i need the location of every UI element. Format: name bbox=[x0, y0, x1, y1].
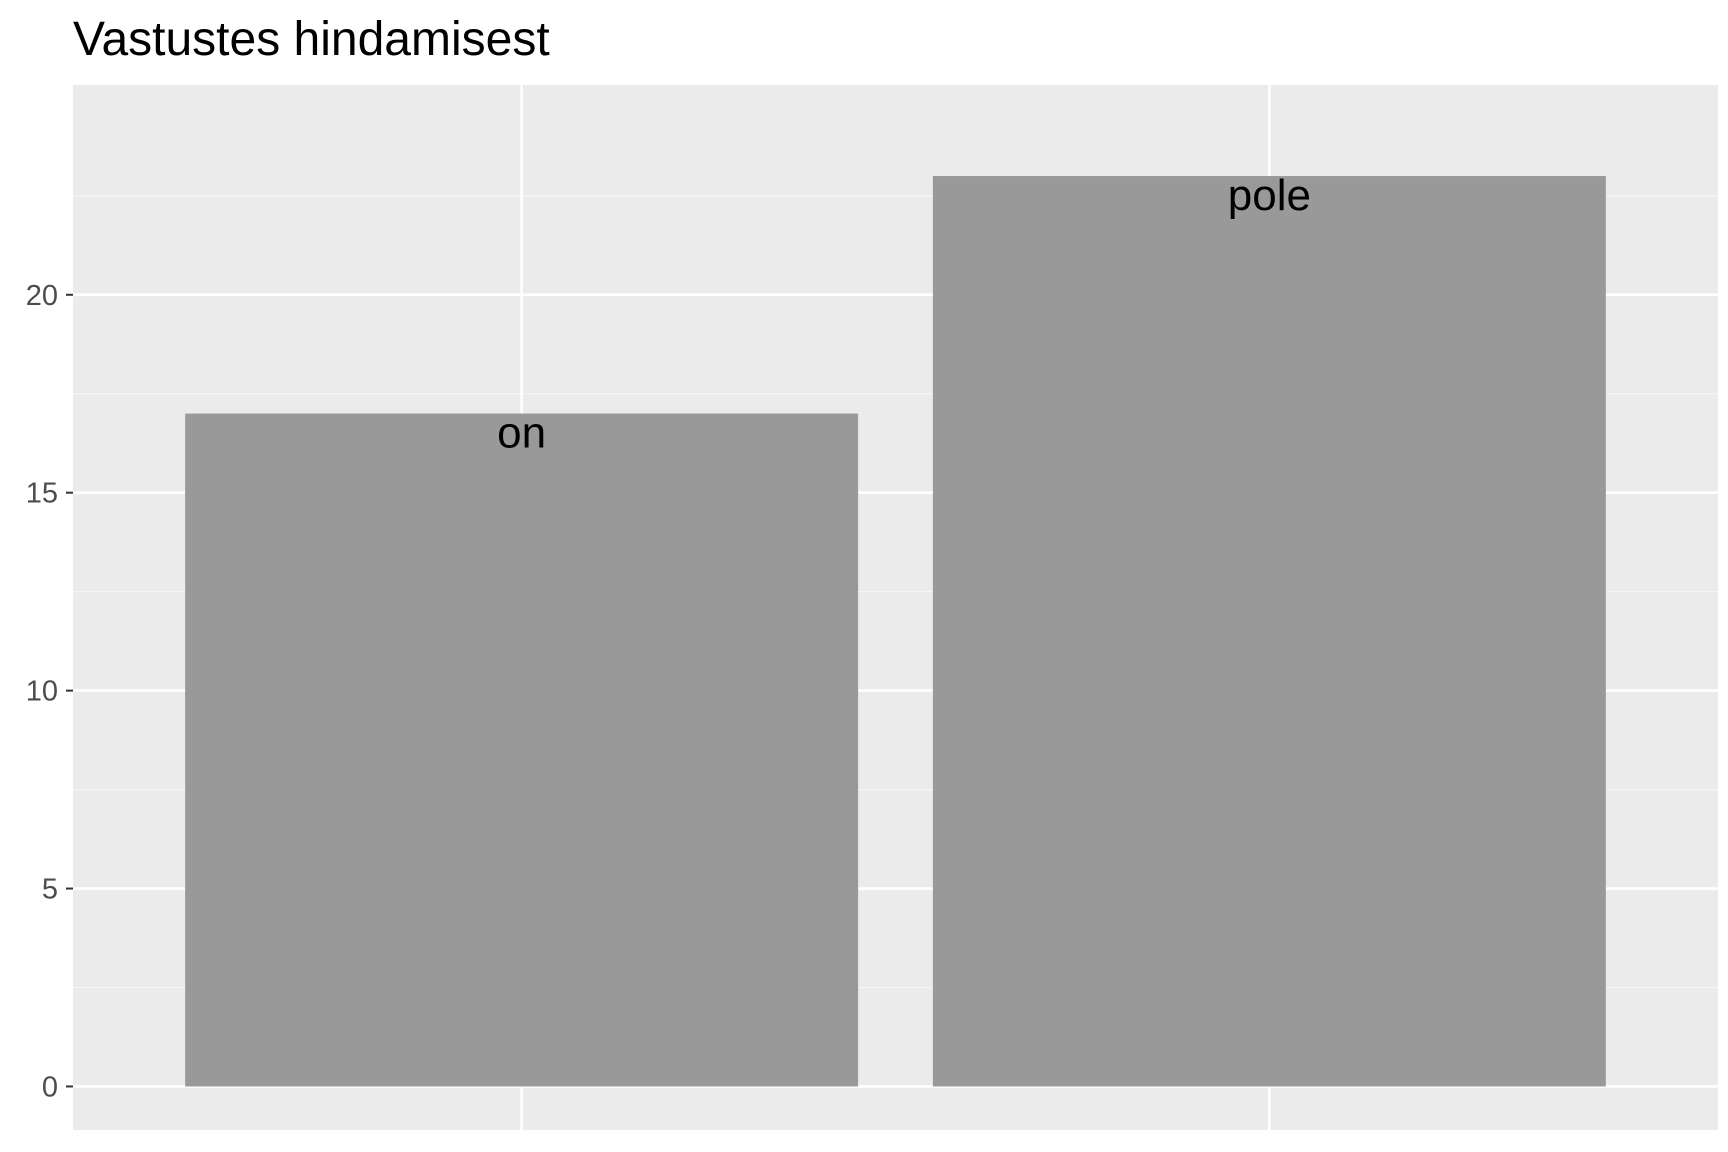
y-tick-label: 0 bbox=[42, 1071, 58, 1103]
bar-label-pole: pole bbox=[1228, 171, 1311, 220]
bar-on bbox=[185, 413, 859, 1087]
y-tick-label: 20 bbox=[26, 280, 58, 312]
bars-layer bbox=[185, 176, 1606, 1087]
bar-label-on: on bbox=[497, 409, 546, 458]
y-tick-label: 15 bbox=[26, 478, 58, 510]
bar-labels-layer: on pole bbox=[497, 171, 1311, 458]
chart-title: Vastustes hindamisest bbox=[73, 13, 550, 66]
bar-pole bbox=[932, 176, 1606, 1087]
y-tick-label: 5 bbox=[42, 874, 58, 906]
y-tick-label: 10 bbox=[26, 676, 58, 708]
y-axis: 0 5 10 15 20 bbox=[26, 280, 73, 1103]
